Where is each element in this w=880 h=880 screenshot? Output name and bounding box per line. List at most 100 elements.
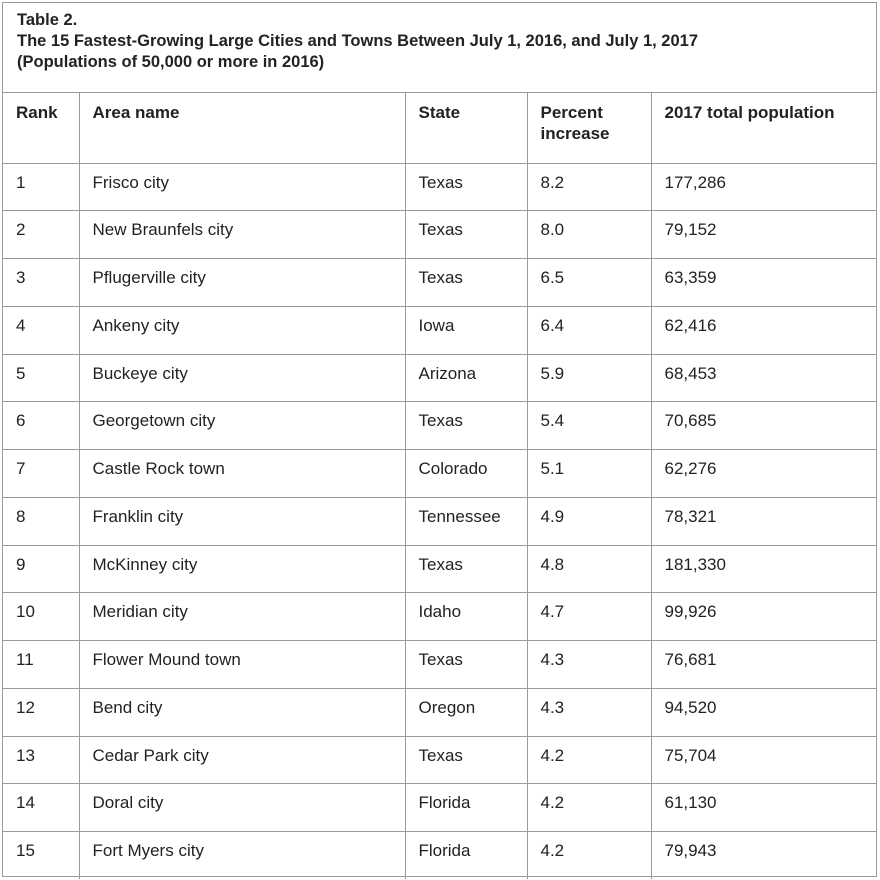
population-cell: 181,330 <box>650 544 876 594</box>
population-cell: 78,321 <box>650 496 876 546</box>
percent-increase-cell: 5.1 <box>526 449 652 498</box>
rank-cell: 3 <box>3 258 80 307</box>
rank-cell: 15 <box>3 831 80 880</box>
table-caption: Table 2. The 15 Fastest-Growing Large Ci… <box>3 3 876 93</box>
percent-increase-cell: 4.2 <box>526 783 652 832</box>
state-cell: Florida <box>404 831 528 880</box>
rank-cell: 2 <box>3 210 80 259</box>
table-row: 12 Bend city Oregon 4.3 94,520 <box>3 687 876 737</box>
percent-increase-cell: 6.5 <box>526 258 652 307</box>
state-cell: Texas <box>404 640 528 689</box>
percent-increase-cell: 4.3 <box>526 640 652 689</box>
table-row: 13 Cedar Park city Texas 4.2 75,704 <box>3 735 876 785</box>
state-cell: Oregon <box>404 687 528 737</box>
area-name-cell: Meridian city <box>78 592 406 641</box>
state-cell: Tennessee <box>404 496 528 546</box>
population-cell: 177,286 <box>650 162 876 212</box>
rank-cell: 9 <box>3 544 80 594</box>
header-state: State <box>404 93 528 164</box>
header-area-name: Area name <box>78 93 406 164</box>
rank-cell: 4 <box>3 305 80 355</box>
population-cell: 62,276 <box>650 449 876 498</box>
percent-increase-cell: 5.9 <box>526 353 652 403</box>
population-cell: 79,943 <box>650 831 876 880</box>
table-title: The 15 Fastest-Growing Large Cities and … <box>17 32 699 50</box>
area-name-cell: McKinney city <box>78 544 406 594</box>
percent-increase-cell: 4.8 <box>526 544 652 594</box>
table-row: 7 Castle Rock town Colorado 5.1 62,276 <box>3 449 876 498</box>
header-rank: Rank <box>3 93 80 164</box>
area-name-cell: Buckeye city <box>78 353 406 403</box>
area-name-cell: Fort Myers city <box>78 831 406 880</box>
table-number: Table 2. <box>17 11 78 29</box>
rank-cell: 8 <box>3 496 80 546</box>
state-cell: Texas <box>404 401 528 450</box>
rank-cell: 10 <box>3 592 80 641</box>
state-cell: Florida <box>404 783 528 832</box>
population-cell: 63,359 <box>650 258 876 307</box>
percent-increase-cell: 4.2 <box>526 735 652 785</box>
area-name-cell: Castle Rock town <box>78 449 406 498</box>
table-row: 5 Buckeye city Arizona 5.9 68,453 <box>3 353 876 403</box>
area-name-cell: Flower Mound town <box>78 640 406 689</box>
header-percent-increase: Percent increase <box>526 93 652 164</box>
cities-table: Rank Area name State Percent increase 20… <box>3 93 876 880</box>
population-cell: 61,130 <box>650 783 876 832</box>
state-cell: Texas <box>404 735 528 785</box>
area-name-cell: Franklin city <box>78 496 406 546</box>
header-row: Rank Area name State Percent increase 20… <box>3 93 876 164</box>
population-cell: 68,453 <box>650 353 876 403</box>
table-body: 1 Frisco city Texas 8.2 177,286 2 New Braunfel… <box>3 162 876 880</box>
header-total-population: 2017 total population <box>650 93 876 164</box>
table-row: 2 New Braunfels city Texas 8.0 79,152 <box>3 210 876 259</box>
state-cell: Texas <box>404 162 528 212</box>
rank-cell: 11 <box>3 640 80 689</box>
population-cell: 99,926 <box>650 592 876 641</box>
table-row: 4 Ankeny city Iowa 6.4 62,416 <box>3 305 876 355</box>
percent-increase-cell: 5.4 <box>526 401 652 450</box>
rank-cell: 1 <box>3 162 80 212</box>
rank-cell: 14 <box>3 783 80 832</box>
table-row: 3 Pflugerville city Texas 6.5 63,359 <box>3 258 876 307</box>
area-name-cell: Frisco city <box>78 162 406 212</box>
table-row: 9 McKinney city Texas 4.8 181,330 <box>3 544 876 594</box>
table-subtitle: (Populations of 50,000 or more in 2016) <box>17 53 325 71</box>
table-row: 15 Fort Myers city Florida 4.2 79,943 <box>3 831 876 880</box>
state-cell: Texas <box>404 210 528 259</box>
table-row: 10 Meridian city Idaho 4.7 99,926 <box>3 592 876 641</box>
table-row: 14 Doral city Florida 4.2 61,130 <box>3 783 876 832</box>
rank-cell: 6 <box>3 401 80 450</box>
state-cell: Texas <box>404 544 528 594</box>
area-name-cell: Pflugerville city <box>78 258 406 307</box>
population-cell: 79,152 <box>650 210 876 259</box>
population-cell: 62,416 <box>650 305 876 355</box>
percent-increase-cell: 4.2 <box>526 831 652 880</box>
population-cell: 76,681 <box>650 640 876 689</box>
area-name-cell: Georgetown city <box>78 401 406 450</box>
rank-cell: 12 <box>3 687 80 737</box>
area-name-cell: Cedar Park city <box>78 735 406 785</box>
state-cell: Texas <box>404 258 528 307</box>
state-cell: Idaho <box>404 592 528 641</box>
state-cell: Arizona <box>404 353 528 403</box>
rank-cell: 7 <box>3 449 80 498</box>
population-cell: 94,520 <box>650 687 876 737</box>
rank-cell: 5 <box>3 353 80 403</box>
percent-increase-cell: 8.0 <box>526 210 652 259</box>
state-cell: Iowa <box>404 305 528 355</box>
state-cell: Colorado <box>404 449 528 498</box>
percent-increase-cell: 6.4 <box>526 305 652 355</box>
table-row: 1 Frisco city Texas 8.2 177,286 <box>3 162 876 212</box>
percent-increase-cell: 4.7 <box>526 592 652 641</box>
percent-increase-cell: 4.9 <box>526 496 652 546</box>
rank-cell: 13 <box>3 735 80 785</box>
area-name-cell: Ankeny city <box>78 305 406 355</box>
area-name-cell: Doral city <box>78 783 406 832</box>
percent-increase-cell: 4.3 <box>526 687 652 737</box>
table-row: 8 Franklin city Tennessee 4.9 78,321 <box>3 496 876 546</box>
population-cell: 75,704 <box>650 735 876 785</box>
table-row: 6 Georgetown city Texas 5.4 70,685 <box>3 401 876 450</box>
area-name-cell: New Braunfels city <box>78 210 406 259</box>
area-name-cell: Bend city <box>78 687 406 737</box>
